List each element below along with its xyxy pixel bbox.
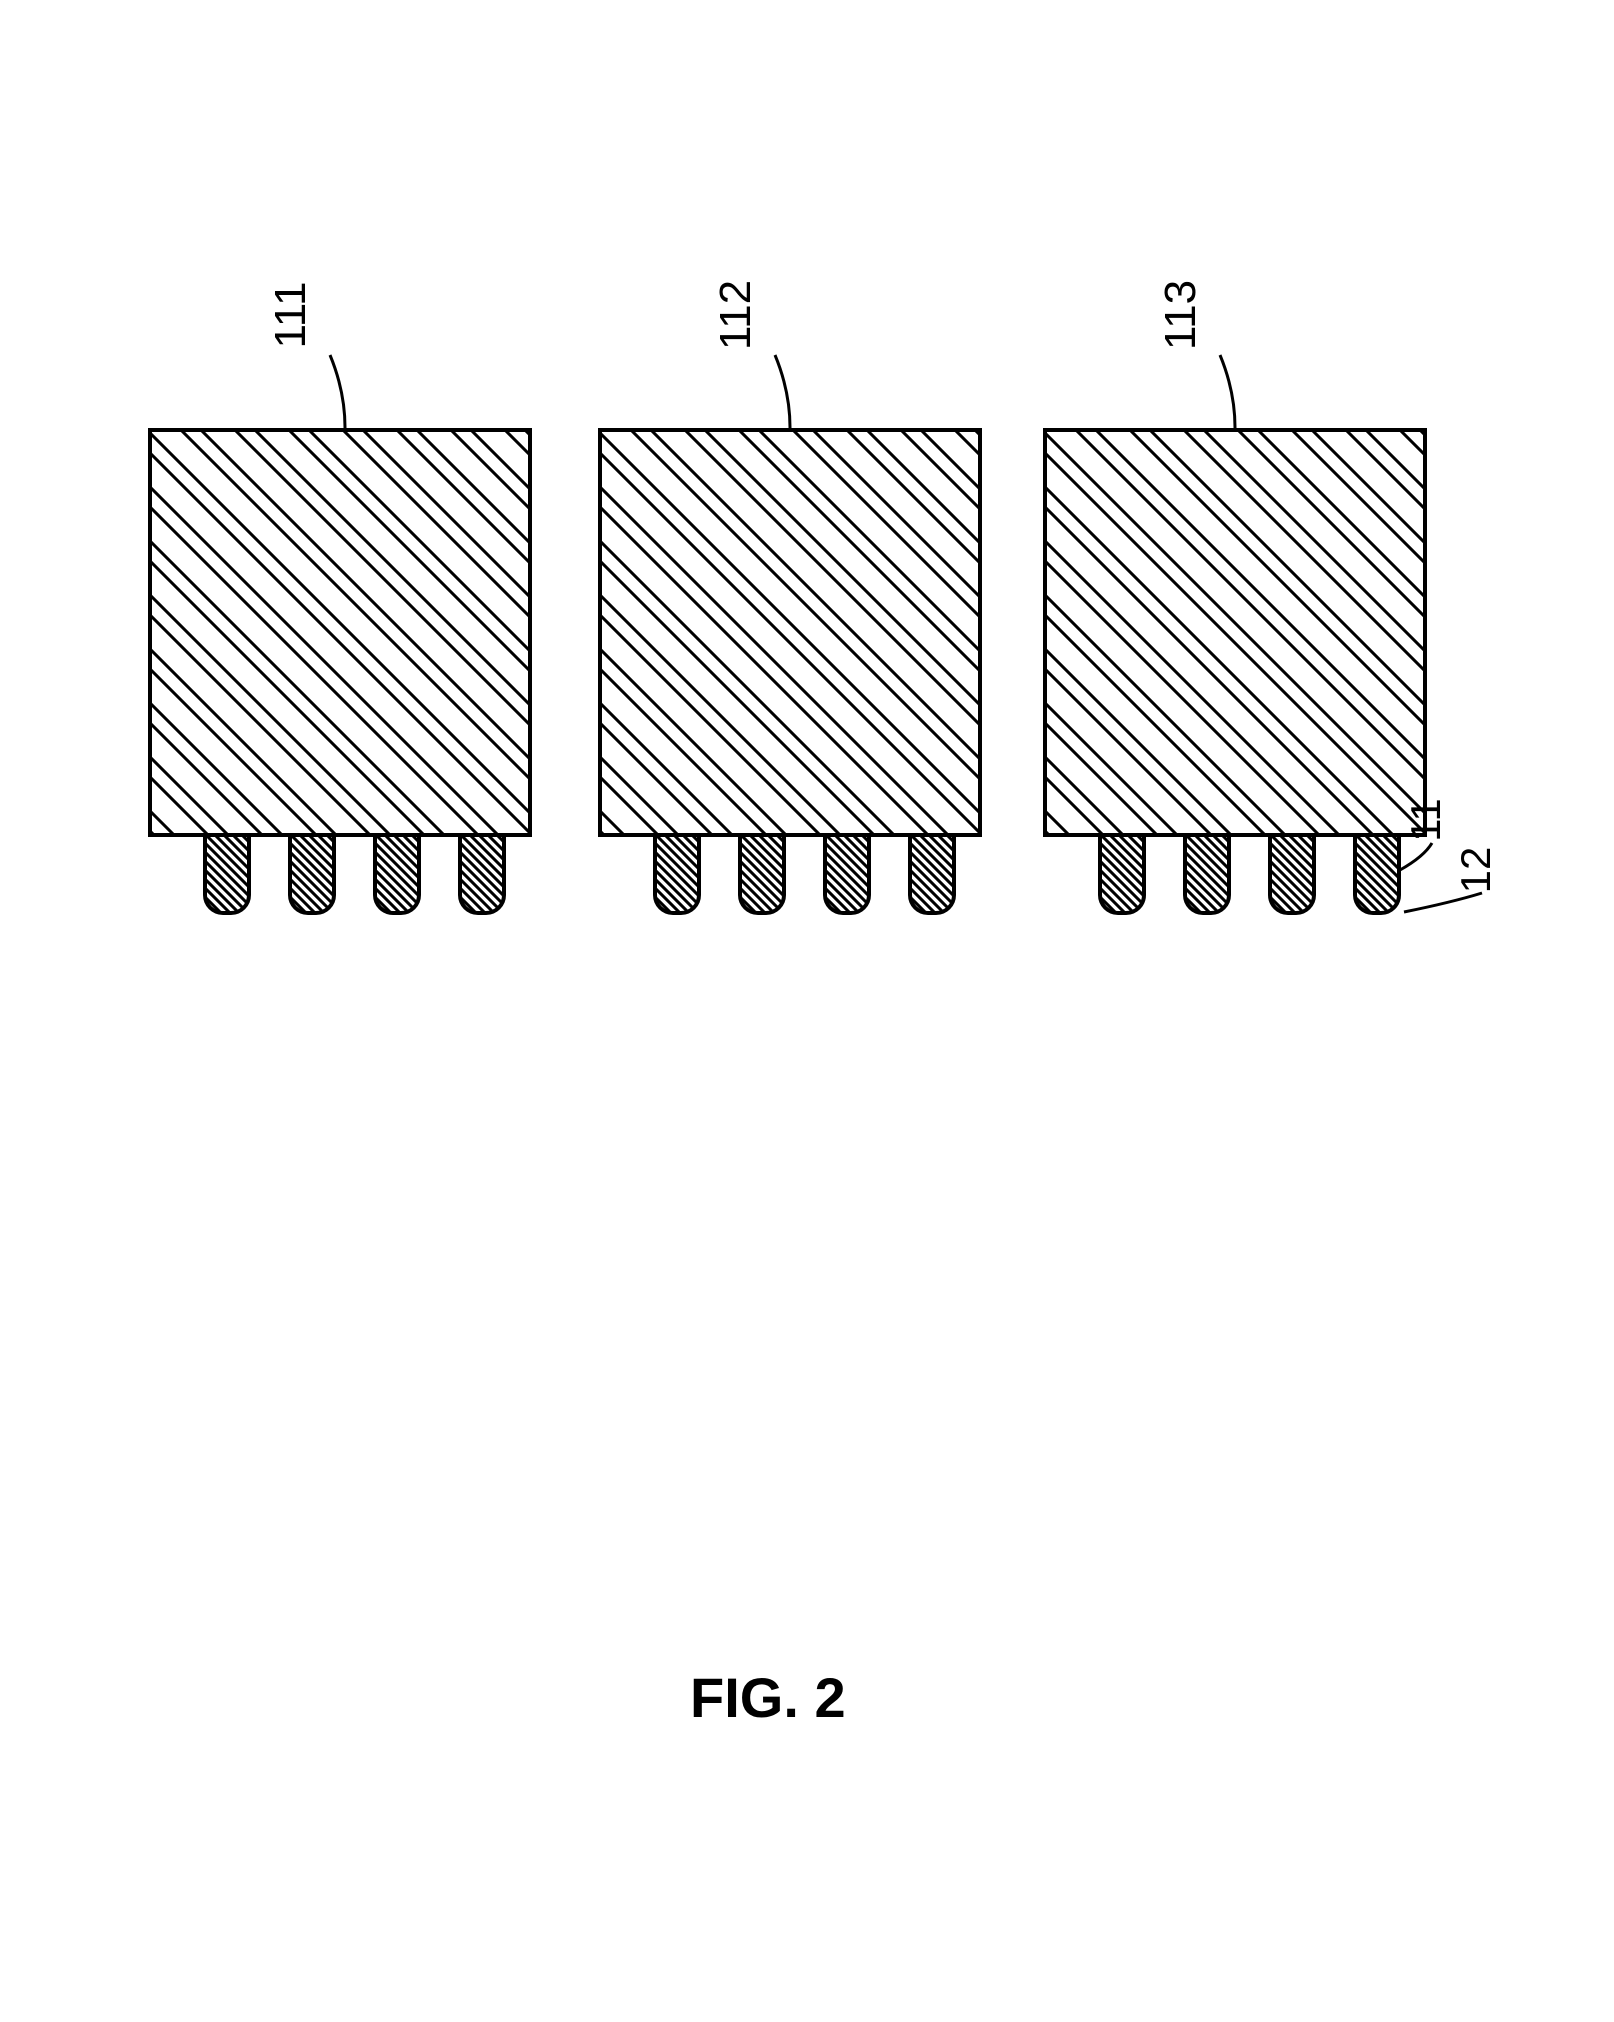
component-hatch	[580, 0, 1000, 1285]
leader-line	[775, 355, 790, 430]
reference-label: 12	[1452, 847, 1499, 894]
component-hatch	[130, 0, 550, 1285]
figure-stage: 111 112 113 1112 FIG. 2	[0, 0, 1614, 2022]
leader-line	[330, 355, 345, 430]
reference-label: 112	[711, 280, 760, 350]
reference-label: 11	[1402, 798, 1449, 842]
figure-caption: FIG. 2	[690, 1665, 846, 1730]
leader-line	[1400, 843, 1432, 870]
leader-line	[1220, 355, 1235, 430]
component-hatch	[1025, 0, 1445, 1285]
reference-label: 113	[1156, 280, 1205, 350]
leader-line	[1404, 893, 1482, 912]
reference-label: 111	[266, 282, 315, 349]
